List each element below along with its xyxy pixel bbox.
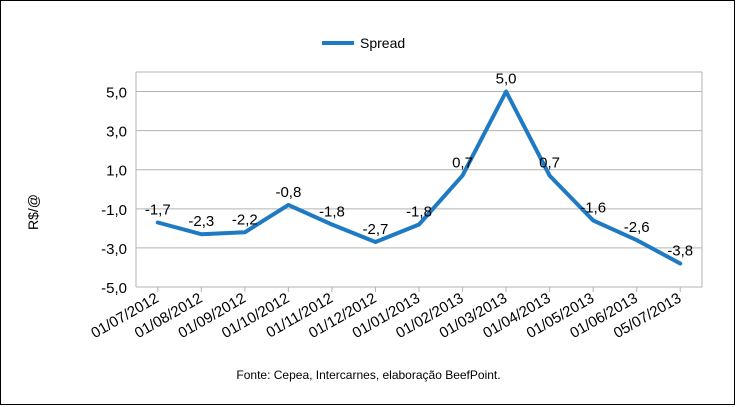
data-label: -1,7 — [145, 202, 171, 219]
y-tick-label: -3,0 — [101, 241, 127, 258]
data-point — [679, 263, 681, 265]
data-labels: -1,7 -2,3 -2,2 -0,8 -1,8 -2,7 -1,8 0,7 5,0 0,7 -1,… — [145, 71, 693, 260]
y-tick-label: 3,0 — [106, 124, 127, 141]
data-point — [157, 222, 159, 223]
data-label: -2,7 — [363, 221, 389, 238]
data-point — [505, 91, 507, 93]
data-label: -2,6 — [624, 219, 650, 236]
y-tick-labels: -5,0 -3,0 -1,0 1,0 3,0 5,0 — [101, 85, 127, 297]
series-line-spread — [155, 89, 683, 266]
data-label: -2,2 — [232, 211, 258, 228]
data-label: -2,3 — [188, 213, 214, 230]
data-point — [200, 233, 202, 235]
data-label: -3,8 — [667, 243, 693, 260]
x-tick-labels: 01/07/201201/08/201201/09/201201/10/2012… — [88, 290, 684, 342]
data-point — [592, 220, 594, 222]
y-axis-label: R$/@ — [25, 194, 41, 230]
data-point — [331, 223, 333, 225]
legend: Spread — [322, 35, 405, 51]
data-point — [549, 175, 551, 177]
y-tick-label: 1,0 — [106, 163, 127, 180]
data-point — [418, 223, 420, 225]
data-point — [244, 231, 246, 233]
data-point — [462, 175, 464, 177]
data-label: 0,7 — [539, 155, 560, 172]
data-point — [636, 239, 638, 241]
data-point — [287, 204, 289, 206]
data-label: -1,6 — [580, 200, 606, 217]
source-note: Fonte: Cepea, Intercarnes, elaboração Be… — [236, 368, 501, 382]
data-label: -0,8 — [275, 184, 301, 201]
data-point — [374, 241, 376, 243]
data-label: 5,0 — [496, 71, 517, 88]
y-tick-label: 5,0 — [106, 85, 127, 102]
data-label: -1,8 — [406, 203, 432, 220]
data-label: 0,7 — [452, 155, 473, 172]
gridlines — [136, 71, 702, 288]
legend-label-spread: Spread — [360, 35, 405, 51]
y-tick-label: -1,0 — [101, 202, 127, 219]
data-label: -1,8 — [319, 203, 345, 220]
axes — [135, 72, 703, 292]
y-tick-label: -5,0 — [101, 280, 127, 297]
series-group — [155, 89, 683, 266]
